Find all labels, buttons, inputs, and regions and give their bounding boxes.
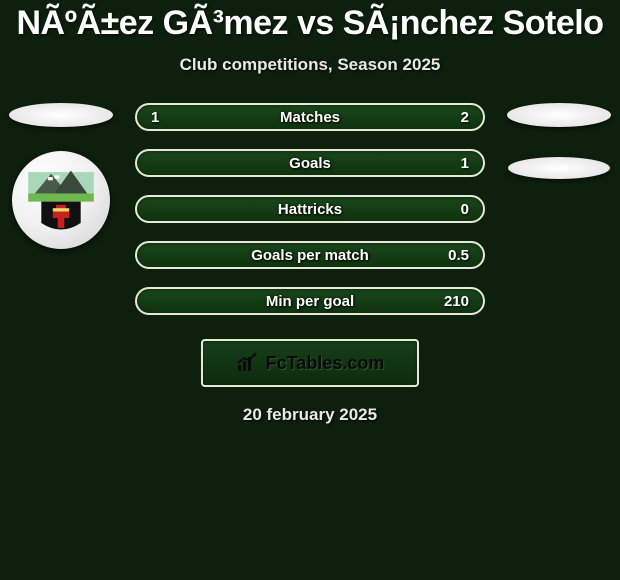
stat-right-value: 2 (461, 109, 469, 126)
stat-right-value: 0 (461, 201, 469, 218)
stat-right-value: 210 (444, 293, 469, 310)
right-player-column (504, 103, 614, 179)
bar-chart-icon (236, 351, 260, 375)
stat-label: Matches (280, 109, 340, 126)
stat-label: Goals per match (251, 247, 369, 264)
left-club-badge (12, 151, 110, 249)
stat-bars: 1 Matches 2 Goals 1 Hattricks 0 Goals pe… (135, 103, 485, 315)
left-player-column (6, 103, 116, 249)
right-player-ellipse-2 (508, 157, 610, 179)
stat-label: Min per goal (266, 293, 354, 310)
brand-box[interactable]: FcTables.com (201, 339, 419, 387)
left-player-ellipse (9, 103, 113, 127)
club-crest-icon (20, 159, 102, 241)
subtitle: Club competitions, Season 2025 (0, 55, 620, 75)
brand-text: FcTables.com (266, 353, 385, 374)
stat-row-goals-per-match: Goals per match 0.5 (135, 241, 485, 269)
stat-row-min-per-goal: Min per goal 210 (135, 287, 485, 315)
page-title: NÃºÃ±ez GÃ³mez vs SÃ¡nchez Sotelo (0, 4, 620, 43)
right-player-ellipse-1 (507, 103, 611, 127)
stat-right-value: 1 (461, 155, 469, 172)
comparison-content: 1 Matches 2 Goals 1 Hattricks 0 Goals pe… (0, 103, 620, 425)
stat-right-value: 0.5 (448, 247, 469, 264)
stat-label: Goals (289, 155, 331, 172)
stat-row-goals: Goals 1 (135, 149, 485, 177)
stat-row-hattricks: Hattricks 0 (135, 195, 485, 223)
stat-label: Hattricks (278, 201, 342, 218)
date-label: 20 february 2025 (0, 405, 620, 425)
stat-left-value: 1 (151, 109, 159, 126)
stat-row-matches: 1 Matches 2 (135, 103, 485, 131)
